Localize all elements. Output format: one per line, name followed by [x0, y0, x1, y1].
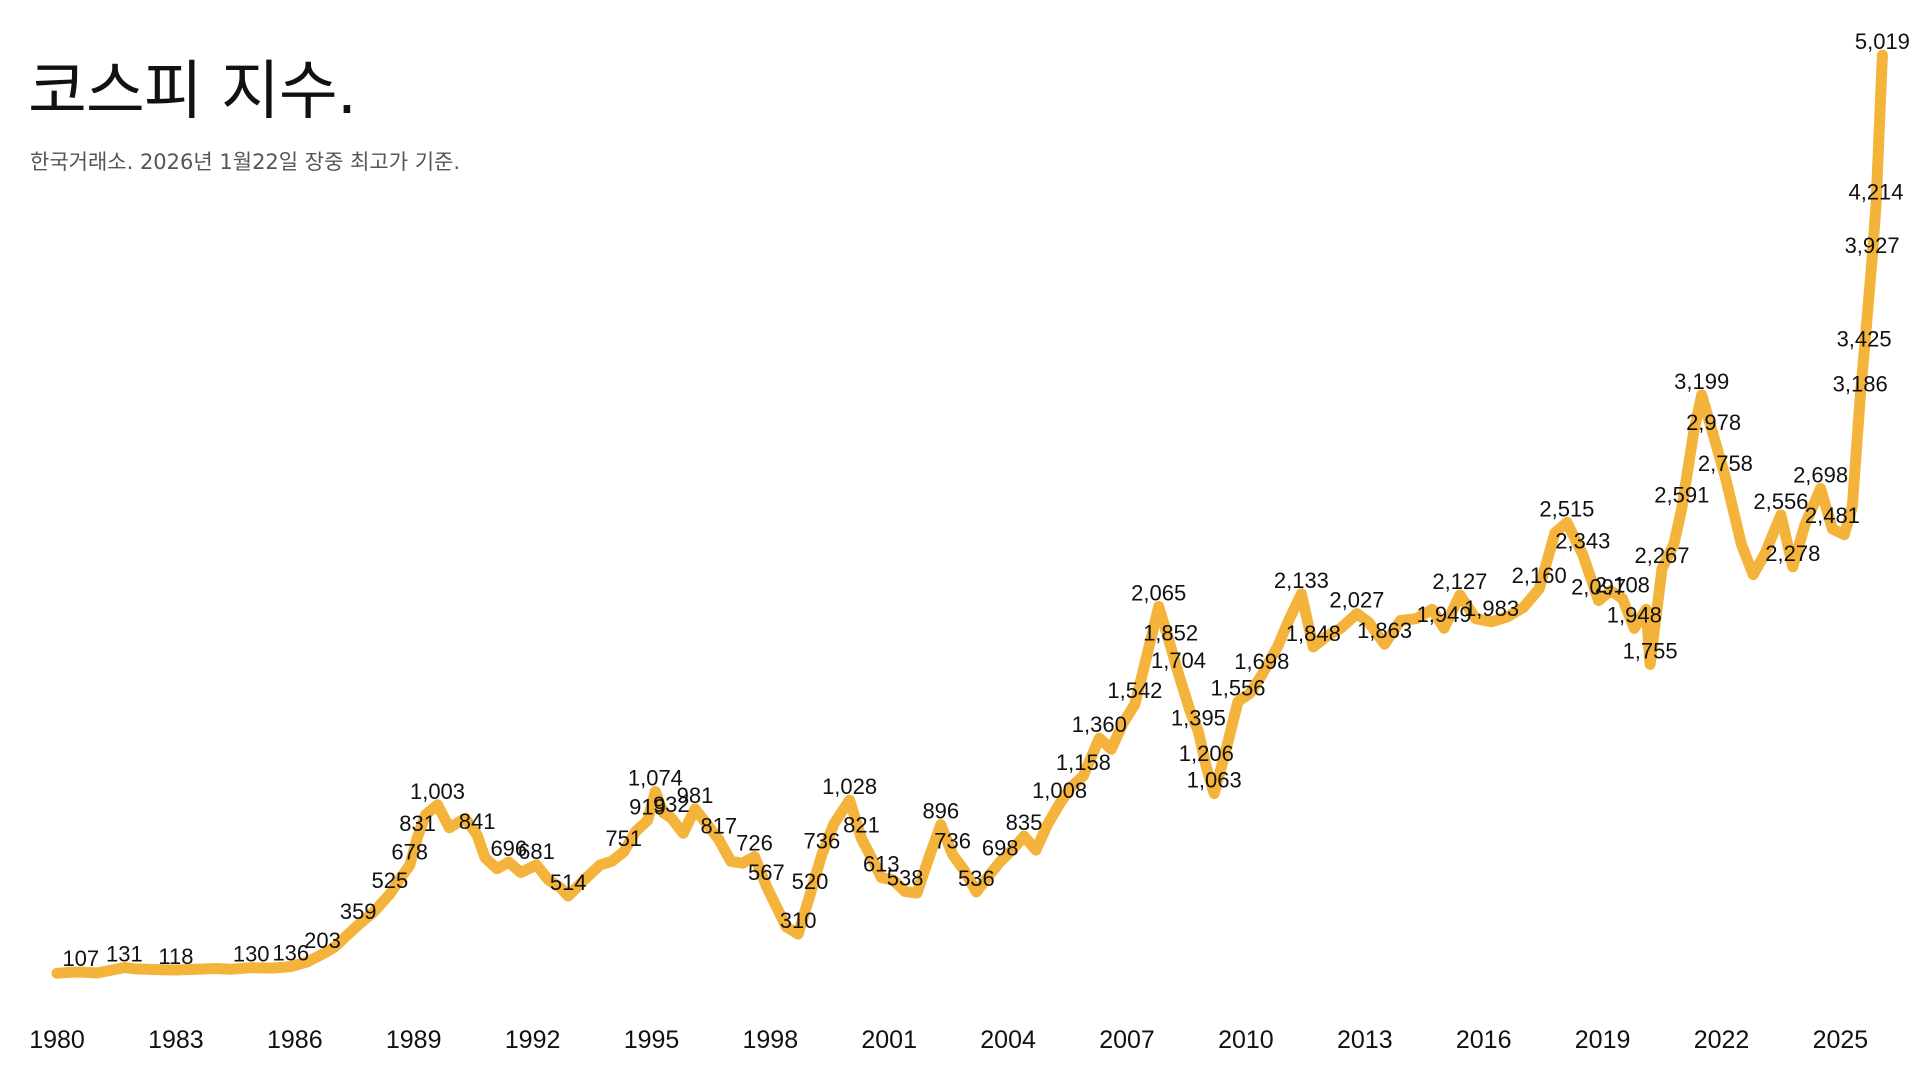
data-label: 4,214: [1848, 179, 1903, 204]
data-label: 538: [887, 866, 924, 891]
data-label: 2,160: [1512, 563, 1567, 588]
x-tick-label: 1986: [267, 1026, 323, 1054]
data-label: 3,927: [1845, 233, 1900, 258]
kospi-series-line: [51, 49, 1888, 979]
data-label: 1,704: [1151, 648, 1206, 673]
data-label: 567: [748, 860, 785, 885]
data-label: 525: [372, 868, 409, 893]
data-label: 2,065: [1131, 581, 1186, 606]
data-label: 1,556: [1210, 676, 1265, 701]
data-label: 1,063: [1187, 768, 1242, 793]
data-label: 1,698: [1234, 649, 1289, 674]
x-tick-label: 2010: [1218, 1026, 1274, 1054]
data-label: 1,852: [1143, 620, 1198, 645]
data-label: 2,591: [1654, 482, 1709, 507]
data-label: 1,360: [1072, 712, 1127, 737]
data-label: 130: [233, 942, 270, 967]
x-tick-label: 2022: [1694, 1026, 1750, 1054]
data-label: 2,758: [1698, 451, 1753, 476]
data-label: 751: [605, 826, 642, 851]
x-tick-label: 2025: [1813, 1026, 1869, 1054]
data-label: 118: [158, 944, 193, 969]
data-label: 681: [518, 839, 555, 864]
x-tick-label: 1998: [742, 1026, 798, 1054]
data-label: 821: [843, 813, 880, 838]
chart-title: 코스피 지수.: [28, 55, 357, 129]
data-label: 698: [982, 836, 1019, 861]
data-label-layer: 107 131 118 130 1362033595256788311,00384169…: [62, 29, 1909, 971]
data-label: 2,133: [1274, 568, 1329, 593]
data-label: 1,008: [1032, 778, 1087, 803]
data-label: 1,158: [1056, 750, 1111, 775]
data-label: 520: [792, 869, 829, 894]
data-label: 817: [700, 814, 737, 839]
data-label: 2,267: [1634, 543, 1689, 568]
x-tick-label: 2001: [861, 1026, 917, 1054]
data-label: 932: [653, 792, 690, 817]
data-label: 5,019: [1855, 29, 1910, 54]
data-label: 981: [677, 783, 714, 808]
data-label: 1,983: [1464, 596, 1519, 621]
data-label: 2,343: [1555, 529, 1610, 554]
data-label: 1,949: [1417, 602, 1472, 627]
data-label: 203: [304, 928, 341, 953]
data-label: 359: [340, 899, 377, 924]
data-label: 1,395: [1171, 706, 1226, 731]
x-tick-label: 2007: [1099, 1026, 1155, 1054]
x-tick-label: 2004: [980, 1026, 1036, 1054]
data-label: 1,948: [1607, 602, 1662, 627]
chart-subtitle: 한국거래소. 2026년 1월22일 장중 최고가 기준.: [30, 150, 461, 174]
data-label: 835: [1006, 810, 1043, 835]
data-label: 131: [106, 942, 143, 967]
data-label: 2,481: [1805, 503, 1860, 528]
x-tick-label: 2013: [1337, 1026, 1393, 1054]
x-tick-label: 2016: [1456, 1026, 1512, 1054]
x-tick-label: 2019: [1575, 1026, 1631, 1054]
data-label: 536: [958, 866, 995, 891]
data-label: 1,542: [1107, 678, 1162, 703]
data-label: 1,206: [1179, 741, 1234, 766]
series-layer: [51, 49, 1888, 979]
data-label: 1,848: [1286, 621, 1341, 646]
data-label: 2,978: [1686, 410, 1741, 435]
data-label: 896: [922, 799, 959, 824]
data-label: 1,863: [1357, 618, 1412, 643]
x-axis: 1980 1983 1986 1989 1992 1995 1998 2001 2004 2007…: [29, 1026, 1868, 1054]
data-label: 831: [399, 811, 436, 836]
x-tick-label: 1992: [505, 1026, 561, 1054]
data-label: 1,074: [628, 766, 683, 791]
data-label: 2,278: [1765, 541, 1820, 566]
data-label: 2,556: [1753, 489, 1808, 514]
data-label: 2,108: [1595, 573, 1650, 598]
data-label: 3,425: [1837, 327, 1892, 352]
data-label: 3,186: [1833, 371, 1888, 396]
data-label: 1,755: [1623, 638, 1678, 663]
data-label: 2,515: [1539, 497, 1594, 522]
x-tick-label: 1989: [386, 1026, 442, 1054]
data-label: 736: [934, 829, 971, 854]
data-label: 514: [550, 870, 587, 895]
x-tick-label: 1980: [29, 1026, 85, 1054]
data-label: 726: [736, 831, 773, 856]
data-label: 2,127: [1432, 569, 1487, 594]
data-label: 310: [780, 908, 817, 933]
data-label: 613: [863, 852, 900, 877]
data-label: 2,698: [1793, 462, 1848, 487]
x-tick-label: 1983: [148, 1026, 204, 1054]
x-tick-label: 1995: [624, 1026, 680, 1054]
data-label: 841: [459, 809, 496, 834]
data-label: 696: [490, 836, 527, 861]
data-label: 1,003: [410, 779, 465, 804]
data-label: 2,027: [1329, 588, 1384, 613]
data-label: 1,028: [822, 774, 877, 799]
data-label: 919: [629, 795, 666, 820]
data-label: 107: [62, 946, 99, 971]
data-label: 136: [272, 941, 309, 966]
data-label: 678: [391, 839, 428, 864]
data-label: 736: [804, 829, 841, 854]
data-label: 3,199: [1674, 369, 1729, 394]
data-label: 2,097: [1571, 575, 1626, 600]
